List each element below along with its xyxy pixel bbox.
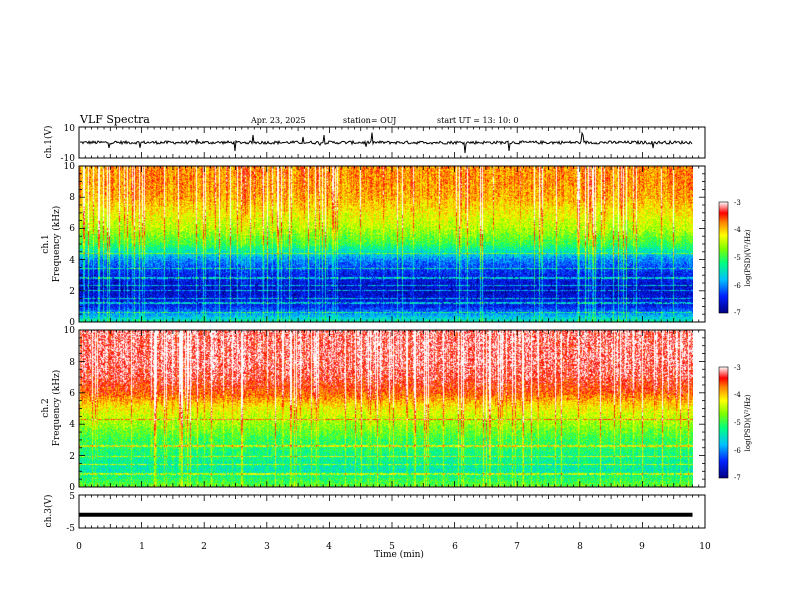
xtick-5: 5	[389, 542, 395, 552]
xtick-10: 10	[699, 542, 711, 552]
ch3-wave-ylabel: ch.3(V)	[43, 495, 54, 528]
xtick-9: 9	[639, 542, 645, 552]
ch1-spec-ytick-4: 4	[69, 256, 75, 266]
cb1-tick-m5: -5	[734, 254, 741, 262]
xtick-1: 1	[139, 542, 145, 552]
colorbar-ch1: -3 -4 -5 -6 -7 log(PSD)(V²/Hz)	[718, 199, 752, 317]
ch1-waveform-trace	[79, 131, 693, 154]
ch2-spec-ytick-2: 2	[69, 452, 75, 462]
ch2-spec-ytick-8: 8	[69, 358, 75, 368]
ch1-spec-ylabel: Frequency (kHz)	[51, 206, 62, 283]
cb2-tick-m5: -5	[734, 419, 741, 427]
cb2-tick-m6: -6	[734, 447, 741, 455]
header-start-ut: start UT = 13: 10: 0	[437, 116, 518, 125]
cb2-tick-m4: -4	[734, 391, 741, 399]
colorbar-ch2-gradient	[718, 366, 729, 479]
x-axis-label: Time (min)	[374, 549, 424, 560]
ch2-spec-ytick-6: 6	[69, 389, 75, 399]
xtick-0: 0	[76, 542, 82, 552]
ch2-spec-ytick-10: 10	[64, 326, 76, 336]
ch1-spec-ytick-2: 2	[69, 287, 75, 297]
cb1-tick-m4: -4	[734, 226, 741, 234]
ch2-spectrogram-panel: 0 2 4 6 8 10 ch.2 Frequency (kHz)	[41, 326, 706, 493]
ch1-spectrogram-image	[79, 166, 693, 322]
header-station: station= OUJ	[343, 116, 396, 125]
ch3-waveform-panel: 5 -5 ch.3(V)	[43, 492, 706, 534]
cb1-tick-m7: -7	[734, 309, 741, 317]
cb2-tick-m3: -3	[734, 364, 741, 372]
ch1-ytick-top: 10	[64, 124, 76, 134]
cb1-tick-m6: -6	[734, 282, 741, 290]
ch3-ytick-top: 5	[69, 492, 75, 502]
colorbar-ch1-gradient	[718, 201, 729, 314]
xtick-4: 4	[326, 542, 332, 552]
ch1-spec-ytick-0: 0	[69, 318, 75, 328]
xtick-6: 6	[452, 542, 458, 552]
axis-ticks	[78, 127, 706, 528]
ch1-ytick-bottom: -10	[61, 154, 76, 164]
ch1-spec-ytick-6: 6	[69, 224, 75, 234]
ch3-ytick-bottom: -5	[66, 524, 75, 534]
x-axis: 0 1 2 3 4 5 6 7 8 9 10 Time (min)	[76, 542, 711, 560]
ch2-spectrogram-image	[79, 330, 693, 487]
ch1-spec-ytick-10: 10	[64, 162, 76, 172]
ch2-spec-ytick-0: 0	[69, 483, 75, 493]
colorbar-ch2: -3 -4 -5 -6 -7 log(PSD)(V²/Hz)	[718, 364, 752, 482]
ch2-spec-channel-label: ch.2	[41, 398, 51, 417]
xtick-2: 2	[201, 542, 207, 552]
xtick-8: 8	[577, 542, 583, 552]
header-date: Apr. 23, 2025	[250, 116, 306, 125]
cb2-label: log(PSD)(V²/Hz)	[744, 394, 752, 451]
ch1-spectrogram-panel: 0 2 4 6 8 10 ch.1 Frequency (kHz)	[41, 162, 706, 328]
ch2-spec-ytick-4: 4	[69, 420, 75, 430]
ch1-waveform-panel: 10 -10 ch.1(V)	[43, 124, 706, 164]
cb1-tick-m3: -3	[734, 199, 741, 207]
ch1-spec-channel-label: ch.1	[41, 234, 51, 253]
ch3-gap-marker	[494, 509, 502, 511]
cb2-tick-m7: -7	[734, 474, 741, 482]
ch2-spec-ylabel: Frequency (kHz)	[51, 370, 62, 447]
cb1-label: log(PSD)(V²/Hz)	[744, 229, 752, 286]
ch1-spec-ytick-8: 8	[69, 193, 75, 203]
xtick-3: 3	[264, 542, 270, 552]
ch1-wave-ylabel: ch.1(V)	[43, 126, 54, 159]
figure-title: VLF Spectra	[79, 113, 150, 126]
xtick-7: 7	[514, 542, 520, 552]
